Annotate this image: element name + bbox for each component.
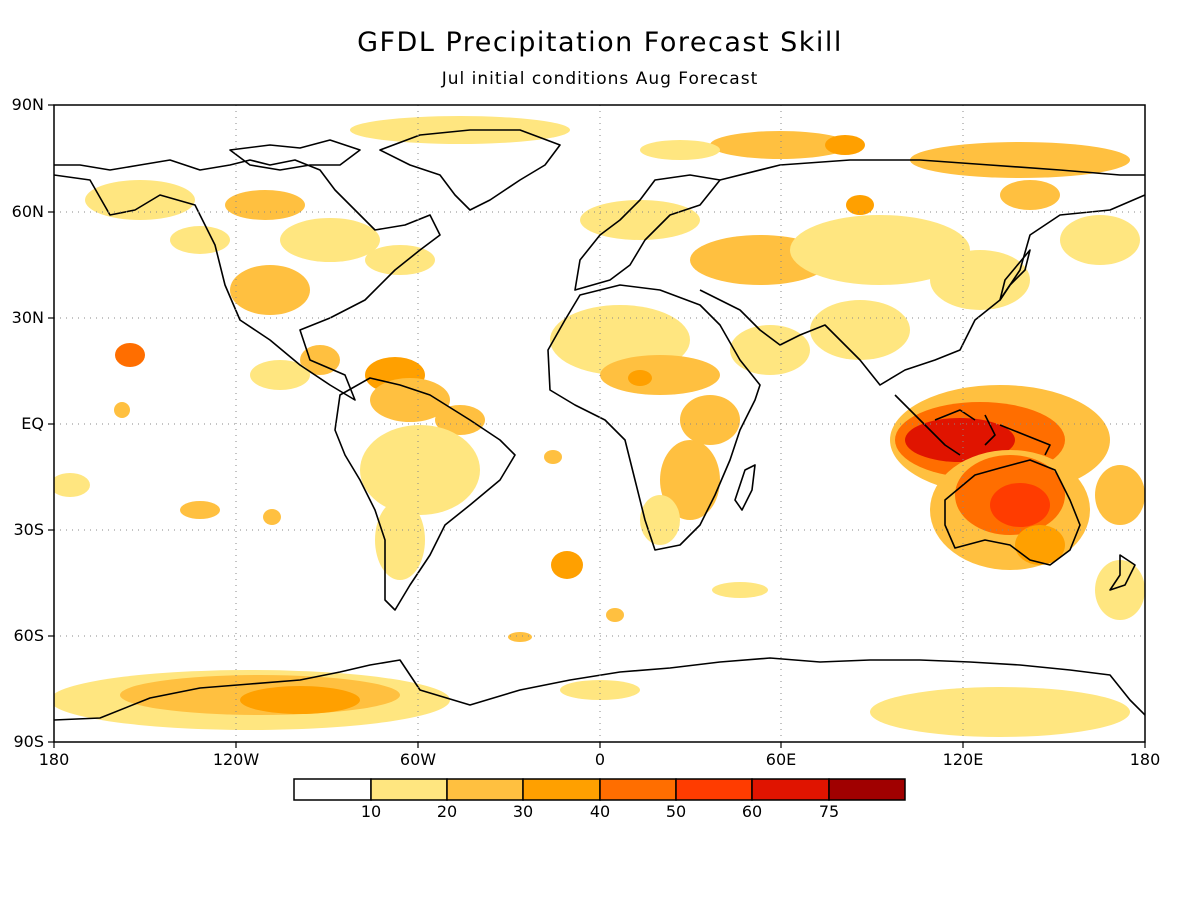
skill-patch	[600, 355, 720, 395]
lon-label: 180	[38, 750, 70, 769]
lat-label: 90N	[11, 95, 44, 114]
skill-patch	[640, 140, 720, 160]
skill-patch	[560, 680, 640, 700]
skill-patch	[240, 686, 360, 714]
coastline-japan	[999, 249, 1031, 301]
skill-patch	[910, 142, 1130, 178]
skill-patch	[790, 215, 970, 285]
skill-patch	[712, 582, 768, 598]
colorbar-box	[446, 778, 524, 801]
lat-label: 90S	[13, 732, 44, 751]
skill-patch	[930, 250, 1030, 310]
colorbar	[293, 778, 906, 801]
coastline-africa	[547, 284, 761, 551]
coastline-madagascar	[734, 464, 756, 511]
lon-label: 180	[1129, 750, 1161, 769]
coastline-arctic-islands	[229, 139, 361, 171]
colorbar-label: 10	[360, 802, 382, 821]
skill-patch	[640, 495, 680, 545]
lon-label: 120W	[212, 750, 260, 769]
coastline-asia	[699, 159, 1145, 386]
skill-patch	[1095, 560, 1145, 620]
skill-patch	[810, 300, 910, 360]
graticule	[54, 105, 1145, 742]
skill-shading	[54, 116, 1145, 737]
skill-patch	[628, 370, 652, 386]
lon-label: 60E	[765, 750, 797, 769]
skill-patch	[365, 245, 435, 275]
lon-label: 0	[594, 750, 606, 769]
skill-patch	[54, 473, 90, 497]
colorbar-label: 30	[512, 802, 534, 821]
skill-patch	[1095, 465, 1145, 525]
coastline-greenland	[379, 129, 561, 211]
skill-patch	[114, 402, 130, 418]
colorbar-box	[675, 778, 753, 801]
skill-patch	[710, 131, 850, 159]
skill-patch	[1015, 525, 1065, 565]
skill-patch	[1000, 180, 1060, 210]
coastline-south-america	[334, 377, 516, 611]
skill-patch	[300, 345, 340, 375]
skill-patch	[170, 226, 230, 254]
coastline-europe	[574, 174, 721, 291]
skill-patch	[680, 395, 740, 445]
skill-patch	[360, 425, 480, 515]
skill-patch	[825, 135, 865, 155]
chart-subtitle: Jul initial conditions Aug Forecast	[441, 69, 759, 89]
lon-label: 120E	[942, 750, 984, 769]
coastline-australia	[944, 459, 1081, 566]
skill-patch	[280, 218, 380, 262]
skill-patch	[544, 450, 562, 464]
chart-title: GFDL Precipitation Forecast Skill	[357, 27, 843, 58]
skill-patch	[580, 200, 700, 240]
skill-patch	[905, 418, 1015, 462]
skill-patch	[180, 501, 220, 519]
skill-patch	[375, 500, 425, 580]
skill-patch	[606, 608, 624, 622]
axis-ticks	[48, 104, 1146, 748]
colorbar-box	[522, 778, 601, 801]
lon-label: 60W	[399, 750, 437, 769]
coastline-north-america	[54, 159, 441, 401]
skill-patch	[225, 190, 305, 220]
skill-patch	[435, 405, 485, 435]
colorbar-box	[599, 778, 677, 801]
skill-patch	[990, 483, 1050, 527]
skill-patch	[350, 116, 570, 144]
skill-patch	[508, 632, 532, 642]
lat-label: 60S	[13, 626, 44, 645]
skill-patch	[230, 265, 310, 315]
colorbar-box	[293, 778, 372, 801]
colorbar-box	[751, 778, 830, 801]
skill-patch	[85, 180, 195, 220]
lat-label: 30S	[13, 520, 44, 539]
coastline-indonesia	[894, 394, 1051, 456]
coastline-new-zealand	[1109, 554, 1136, 591]
colorbar-label: 40	[589, 802, 611, 821]
lat-label: 60N	[11, 202, 44, 221]
skill-patch	[115, 343, 145, 367]
skill-patch	[846, 195, 874, 215]
skill-patch	[730, 325, 810, 375]
colorbar-label: 60	[741, 802, 763, 821]
coastline-antarctica	[54, 657, 1145, 721]
colorbar-label: 20	[436, 802, 458, 821]
skill-patch	[250, 360, 310, 390]
colorbar-box	[370, 778, 448, 801]
skill-patch	[263, 509, 281, 525]
colorbar-label: 75	[818, 802, 840, 821]
skill-patch	[551, 551, 583, 579]
colorbar-label: 50	[665, 802, 687, 821]
skill-patch	[660, 440, 720, 520]
lat-label: 30N	[11, 308, 44, 327]
skill-patch	[370, 378, 450, 422]
skill-patch	[1060, 215, 1140, 265]
skill-patch	[870, 687, 1130, 737]
colorbar-box	[828, 778, 906, 801]
coastlines	[54, 129, 1145, 721]
lat-label: EQ	[21, 414, 44, 433]
